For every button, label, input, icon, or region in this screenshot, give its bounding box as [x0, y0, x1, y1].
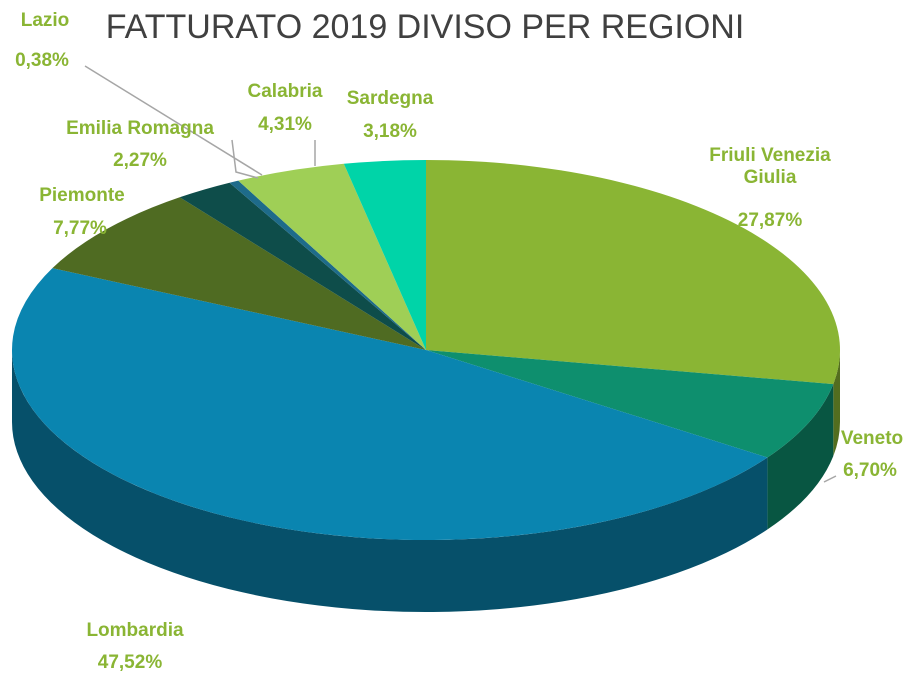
leader-line [823, 475, 837, 483]
pie-side [767, 384, 834, 530]
category-label: Lombardia [86, 620, 184, 641]
value-label: 7,77% [53, 218, 107, 239]
pie-slice [238, 163, 426, 350]
pie-slice [229, 180, 426, 350]
pie-side [833, 350, 840, 457]
pie-slice [426, 350, 834, 458]
pie-slice [343, 160, 426, 350]
pie-side [11, 350, 768, 612]
value-label: 47,52% [97, 652, 163, 673]
pie-slice [52, 197, 426, 350]
value-label: 6,70% [843, 460, 897, 481]
leader-line [84, 65, 263, 176]
leader-line [231, 139, 259, 179]
value-label: 4,31% [258, 114, 312, 135]
category-label: Lazio [20, 10, 70, 31]
category-label: Friuli Venezia Giulia [709, 145, 831, 188]
chart-title: FATTURATO 2019 DIVISO PER REGIONI [105, 8, 745, 46]
pie-slice [11, 268, 768, 541]
category-label: Veneto [840, 428, 904, 449]
value-label: 3,18% [363, 121, 417, 142]
pie-slice [426, 160, 840, 385]
category-label: Emilia Romagna [66, 118, 214, 139]
pie [11, 160, 840, 612]
category-label: Calabria [247, 81, 323, 102]
category-label: Sardegna [346, 88, 434, 109]
pie-slice [179, 182, 426, 350]
value-label: 0,38% [15, 50, 69, 71]
value-label: 2,27% [113, 150, 167, 171]
category-label: Piemonte [39, 185, 125, 206]
value-label: 27,87% [737, 210, 803, 231]
